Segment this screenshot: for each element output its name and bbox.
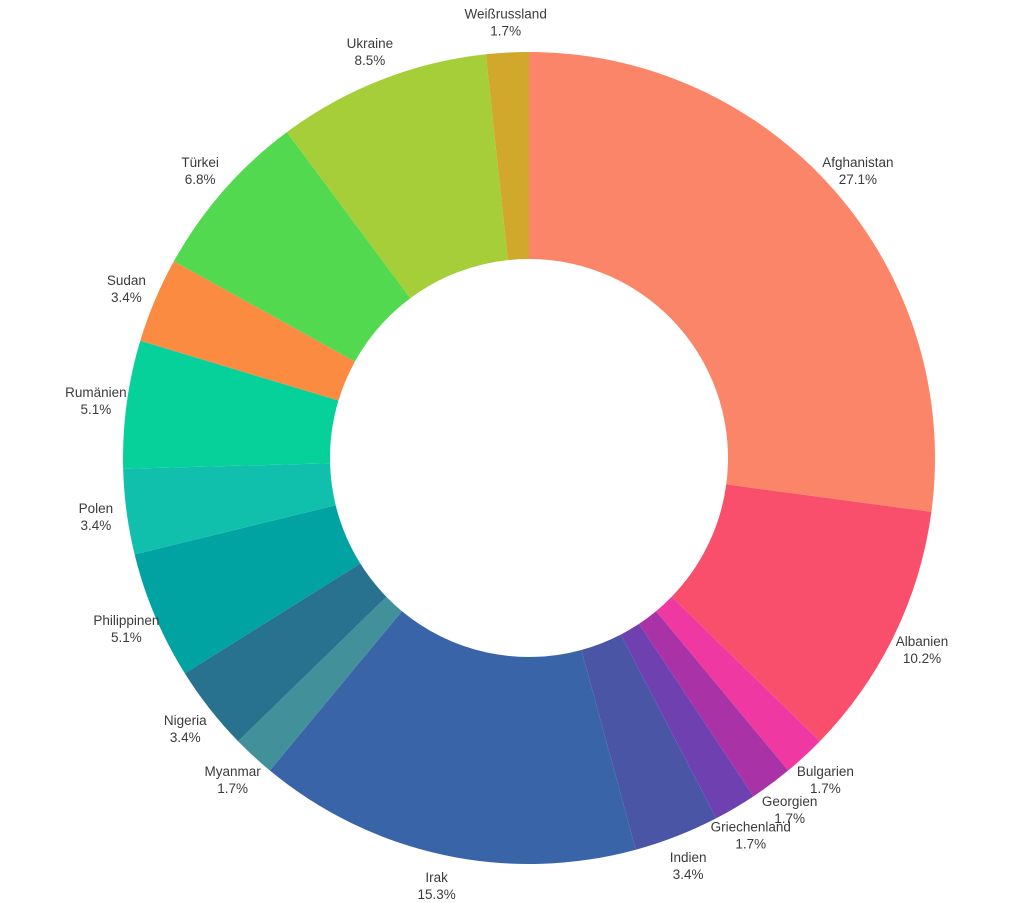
slice-percent-turkei: 6.8%: [185, 172, 216, 187]
slice-label-turkei: Türkei: [181, 155, 219, 170]
slice-label-weissrussland: Weißrussland: [465, 7, 547, 22]
slice-label-nigeria: Nigeria: [164, 713, 207, 728]
slice-percent-ukraine: 8.5%: [355, 53, 386, 68]
slice-percent-philippinen: 5.1%: [111, 630, 142, 645]
pie-slice-griechenland[interactable]: [620, 623, 754, 819]
slice-percent-irak: 15.3%: [417, 887, 455, 902]
slice-label-indien: Indien: [670, 850, 707, 865]
pie-slice-albanien[interactable]: [671, 484, 932, 742]
slice-percent-afghanistan: 27.1%: [839, 172, 877, 187]
slice-percent-sudan: 3.4%: [111, 290, 142, 305]
slice-percent-weissrussland: 1.7%: [490, 24, 521, 39]
slice-label-sudan: Sudan: [107, 273, 146, 288]
pie-slice-weissrussland[interactable]: [485, 52, 529, 261]
pie-slice-ukraine[interactable]: [286, 54, 508, 299]
slice-label-irak: Irak: [425, 870, 448, 885]
pie-slice-philippinen[interactable]: [134, 505, 361, 674]
slice-percent-griechenland: 1.7%: [735, 837, 766, 852]
pie-slice-turkei[interactable]: [173, 132, 411, 362]
pie-slice-bulgarien[interactable]: [656, 596, 820, 771]
slice-label-griechenland: Griechenland: [711, 820, 791, 835]
pie-slice-nigeria[interactable]: [184, 563, 387, 742]
slice-percent-georgien: 1.7%: [774, 811, 805, 826]
pie-slice-myanmar[interactable]: [238, 596, 402, 771]
slice-label-ukraine: Ukraine: [347, 36, 394, 51]
pie-slice-georgien[interactable]: [639, 611, 789, 797]
pie-slice-afghanistan[interactable]: [529, 52, 936, 512]
pie-slice-indien[interactable]: [581, 634, 717, 850]
slice-label-polen: Polen: [79, 501, 114, 516]
slice-label-philippinen: Philippinen: [93, 613, 159, 628]
pie-slice-irak[interactable]: [269, 611, 636, 865]
slice-percent-albanien: 10.2%: [903, 651, 941, 666]
slice-label-rumanien: Rumänien: [65, 385, 127, 400]
slice-percent-indien: 3.4%: [673, 867, 704, 882]
slice-label-albanien: Albanien: [896, 634, 949, 649]
slice-label-bulgarien: Bulgarien: [797, 764, 854, 779]
slice-percent-nigeria: 3.4%: [170, 730, 201, 745]
slice-percent-polen: 3.4%: [81, 518, 112, 533]
slice-percent-rumanien: 5.1%: [81, 402, 112, 417]
slice-label-myanmar: Myanmar: [204, 764, 261, 779]
pie-slice-rumanien[interactable]: [122, 340, 339, 469]
slice-percent-bulgarien: 1.7%: [810, 781, 841, 796]
slice-label-georgien: Georgien: [762, 794, 818, 809]
pie-slice-sudan[interactable]: [140, 261, 355, 401]
slice-percent-myanmar: 1.7%: [217, 781, 248, 796]
pie-slice-polen[interactable]: [123, 463, 336, 555]
slice-label-afghanistan: Afghanistan: [822, 155, 893, 170]
